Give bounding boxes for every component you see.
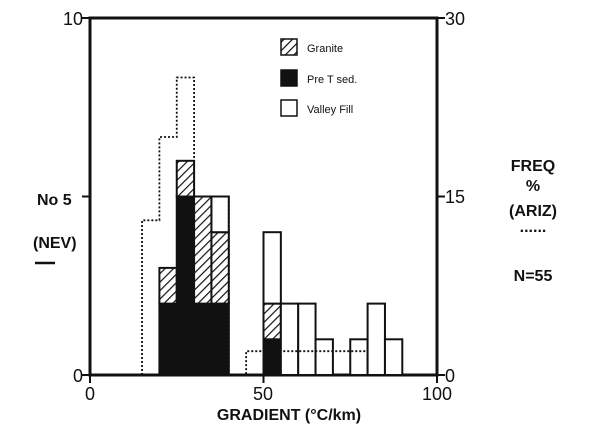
right-tick-label-15: 15 [445, 187, 465, 207]
left-tick-label-0: 0 [73, 366, 83, 386]
bar-valley-fill-65 [314, 338, 334, 376]
bar-pre-t-sed-50 [262, 338, 282, 376]
bar-valley-fill-85 [383, 338, 404, 376]
legend-swatch-valley-fill [280, 99, 298, 117]
right-axis-label-line-2: % [526, 178, 540, 195]
bars-layer [158, 159, 404, 377]
legend-label-pre-t-sed: Pre T sed. [307, 74, 357, 86]
left-axis-label-line-1: No 5 [37, 192, 72, 209]
bar-pre-t-sed-35 [210, 302, 230, 377]
bar-valley-fill-35 [210, 195, 230, 234]
sample-size-annotation: N=55 [514, 268, 553, 285]
bar-granite-50 [262, 302, 282, 341]
bar-valley-fill-50 [262, 231, 282, 305]
bar-valley-fill-60 [297, 302, 317, 377]
bar-pre-t-sed-25 [175, 195, 196, 376]
left-tick-label-10: 10 [63, 9, 83, 29]
right-axis-label-line-4: ...... [520, 219, 547, 236]
legend: Granite Pre T sed. Valley Fill [280, 38, 357, 117]
right-tick-label-30: 30 [445, 9, 465, 29]
x-tick-label-50: 50 [253, 384, 273, 404]
right-axis-label-line-3: (ARIZ) [509, 203, 557, 220]
arizona-frequency-line [141, 76, 403, 376]
tick-marks [82, 17, 445, 383]
right-tick-label-0: 0 [445, 366, 455, 386]
bar-valley-fill-75 [349, 338, 369, 376]
x-tick-label-0: 0 [85, 384, 95, 404]
legend-swatch-granite [280, 38, 298, 56]
bar-granite-30 [193, 195, 213, 305]
bar-valley-fill-80 [366, 302, 386, 377]
bar-granite-25 [175, 159, 196, 198]
right-axis-label-line-1: FREQ [511, 158, 555, 175]
legend-label-valley-fill: Valley Fill [307, 104, 353, 116]
x-axis-title: GRADIENT (°C/km) [217, 407, 361, 424]
x-tick-label-100: 100 [422, 384, 452, 404]
bar-pre-t-sed-30 [193, 302, 213, 377]
arizona-step-path [141, 76, 403, 376]
legend-label-granite: Granite [307, 43, 343, 55]
bar-granite-35 [210, 231, 230, 305]
bar-valley-fill-55 [279, 302, 300, 377]
legend-swatch-pre-t-sed [280, 69, 298, 87]
bar-pre-t-sed-20 [158, 302, 178, 377]
bar-granite-20 [158, 266, 178, 305]
left-axis-label-line-2: (NEV) [33, 235, 77, 252]
